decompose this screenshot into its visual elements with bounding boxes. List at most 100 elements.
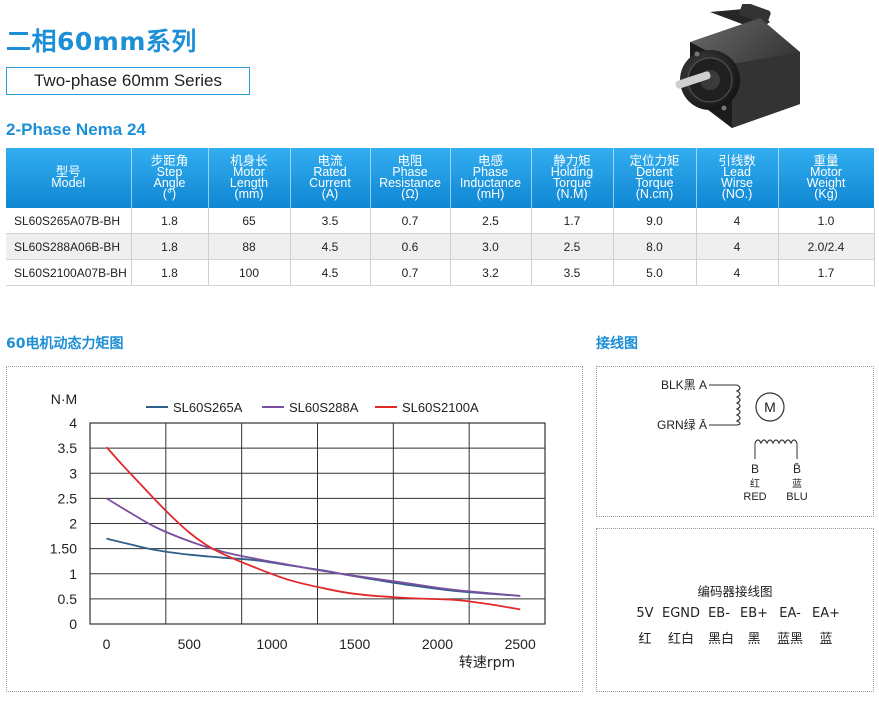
column-header-en: Motor — [810, 165, 842, 179]
column-header-cn: 电感 — [477, 154, 503, 168]
table-cell: 3.2 — [450, 259, 532, 286]
column-header-en: Detent — [636, 165, 673, 179]
column-header: 步距角 Step Angle (°) — [131, 148, 209, 208]
table-cell: 0.7 — [370, 208, 451, 234]
y-tick-label: 2.5 — [58, 490, 78, 506]
column-header: 机身长 Motor Length (mm) — [208, 148, 291, 208]
table-cell: 0.6 — [370, 233, 451, 260]
column-header-en: (°) — [162, 187, 177, 201]
table-cell: 2.5 — [531, 233, 614, 260]
table-cell: 4 — [696, 208, 779, 234]
table-cell: SL60S265A07B-BH — [6, 208, 132, 234]
series-line-sl60s288a — [106, 497, 521, 597]
b-pin-label: B — [751, 462, 759, 476]
x-tick-label: 2000 — [422, 636, 453, 652]
y-tick-label: 0.5 — [58, 591, 78, 607]
nema-section-heading: 2-Phase Nema 24 — [6, 120, 146, 139]
column-header-cn: 引线数 — [718, 154, 756, 168]
column-header: 重量 Motor Weight (Kg) — [778, 148, 875, 208]
table-cell: 1.8 — [131, 233, 209, 260]
encoder-wire-color: 黑白 — [707, 632, 735, 647]
column-header-en: (N.cm) — [635, 187, 674, 201]
table-cell: 4 — [696, 259, 779, 286]
encoder-wire-color: 蓝黑 — [776, 632, 804, 647]
table-cell: 1.7 — [531, 208, 614, 234]
bbar-pin-label: B̄ — [793, 462, 801, 476]
encoder-wiring-panel: 编码器接线图 5V EGND EB- EB+ EA- EA+ 红红白 黑白黑蓝黑蓝 — [596, 528, 874, 692]
table-cell: 1.8 — [131, 259, 209, 286]
legend-entry: SL60S265A — [173, 400, 243, 415]
table-cell: 100 — [208, 259, 291, 286]
column-header-cn: 静力矩 — [553, 154, 591, 168]
table-row: SL60S265A07B-BH 1.8 65 3.5 0.7 2.5 1.7 9.0 4 1.0 — [6, 208, 875, 234]
column-header-en: (Ω) — [401, 187, 419, 201]
y-tick-label: 4 — [69, 415, 77, 431]
column-header-cn: 定位力矩 — [629, 154, 680, 168]
column-header-en: Current — [309, 176, 351, 190]
column-header-cn: 机身长 — [230, 154, 268, 168]
column-header-en: Model — [51, 176, 86, 190]
encoder-pin-label: EB- — [708, 606, 730, 621]
column-header-en: Weight — [806, 176, 846, 190]
column-header-en: Holding — [550, 165, 594, 179]
encoder-pin-label: EA- — [779, 606, 801, 621]
column-header-cn: 型号 — [55, 165, 81, 179]
table-cell: 3.0 — [450, 233, 532, 260]
encoder-wire-color: 红白 — [667, 632, 695, 647]
column-header-en: Wirse — [721, 176, 753, 190]
column-header-en: Motor — [233, 165, 265, 179]
column-header: 电流 Rated Current (A) — [290, 148, 371, 208]
column-header-en: (mH) — [476, 187, 505, 201]
table-cell: 88 — [208, 233, 291, 260]
table-cell: 1.8 — [131, 208, 209, 234]
y-tick-label: 3.5 — [58, 440, 78, 456]
torque-chart: 0 0.5 1 1.50 2 2.5 3 3.5 4 0 500 1000 1500 2000 2500 N·… — [50, 391, 546, 671]
column-header-en: (mm) — [234, 187, 264, 201]
wiring-diagram-heading: 接线图 — [596, 336, 638, 352]
coil-b-icon — [754, 439, 798, 445]
x-tick-label: 1000 — [256, 636, 287, 652]
bbar-color-cn: 蓝 — [792, 478, 802, 490]
coil-a-icon — [735, 384, 741, 426]
table-cell: 4.5 — [290, 259, 371, 286]
table-cell: 1.0 — [778, 208, 875, 234]
table-cell: 2.5 — [450, 208, 532, 234]
column-header-en: Phase — [392, 165, 428, 179]
encoder-pin-label: 5V — [636, 606, 654, 621]
wiring-diagram-panel: BLK黑 A GRN绿 Ā M B 红 RED B̄ 蓝 BLU — [596, 366, 874, 517]
table-body: SL60S265A07B-BH 1.8 65 3.5 0.7 2.5 1.7 9.0 4 1.0 S… — [6, 208, 875, 286]
torque-chart-heading: 60电机动态力矩图 — [6, 336, 124, 352]
table-cell: 1.7 — [778, 259, 875, 286]
x-tick-label: 2500 — [505, 636, 536, 652]
table-row: SL60S2100A07B-BH 1.8 100 4.5 0.7 3.2 3.5 5.0 4 1.… — [6, 259, 875, 286]
encoder-wire-color: 红 — [638, 632, 652, 647]
y-axis-label: N·M — [51, 391, 77, 407]
blk-wire-label: BLK黑 A — [661, 378, 707, 392]
column-header-cn: 重量 — [813, 154, 839, 168]
encoder-wire-color: 黑 — [747, 632, 761, 647]
column-header-en: Phase — [472, 165, 509, 179]
y-tick-label: 1 — [69, 566, 77, 582]
table-cell: 65 — [208, 208, 291, 234]
table-cell: 3.5 — [290, 208, 371, 234]
column-header-en: (Kg) — [814, 187, 838, 201]
spec-table: 型号 Model 步距角 Step Angle (°) 机身长 Motor Length (mm)… — [6, 148, 875, 286]
column-header: 型号 Model — [6, 148, 132, 208]
column-header-en: Length — [229, 176, 269, 190]
column-header: 电阻 Phase Resistance (Ω) — [370, 148, 451, 208]
column-header-en: Lead — [723, 165, 751, 179]
motor-symbol-label: M — [764, 399, 776, 415]
encoder-pin-label: EB+ — [739, 606, 769, 621]
table-cell: SL60S2100A07B-BH — [6, 259, 132, 286]
series-line-sl60s265a — [106, 537, 521, 597]
x-tick-label: 500 — [178, 636, 202, 652]
table-cell: 0.7 — [370, 259, 451, 286]
motor-product-image — [675, 4, 800, 128]
table-cell: 2.0/2.4 — [778, 233, 875, 260]
column-header-en: Inductance — [459, 176, 522, 190]
table-cell: 5.0 — [613, 259, 697, 286]
column-header-en: Torque — [635, 176, 674, 190]
column-header-cn: 电流 — [317, 154, 343, 168]
column-header-en: (N.M) — [556, 187, 588, 201]
legend-entry: SL60S2100A — [402, 400, 479, 415]
